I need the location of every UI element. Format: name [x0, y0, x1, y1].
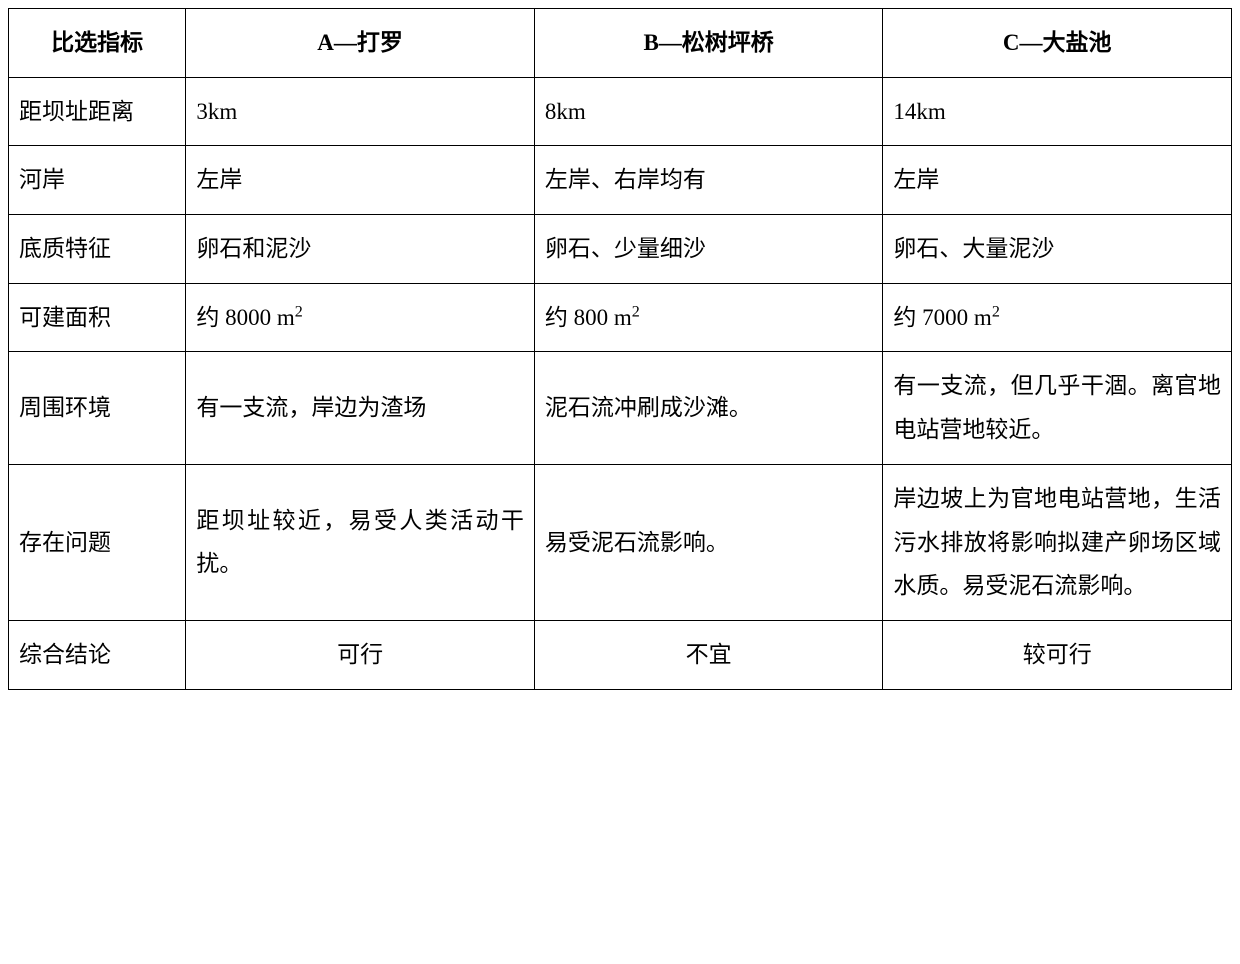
cell-distance-a: 3km [186, 77, 535, 146]
table-header-row: 比选指标 A—打罗 B—松树坪桥 C—大盐池 [9, 9, 1232, 78]
row-label-environment: 周围环境 [9, 352, 186, 464]
cell-area-c: 约 7000 m2 [883, 283, 1232, 352]
cell-bank-a: 左岸 [186, 146, 535, 215]
row-label-distance: 距坝址距离 [9, 77, 186, 146]
cell-bank-b: 左岸、右岸均有 [534, 146, 883, 215]
table-row: 综合结论 可行 不宜 较可行 [9, 620, 1232, 689]
row-label-conclusion: 综合结论 [9, 620, 186, 689]
cell-conclusion-c: 较可行 [883, 620, 1232, 689]
table-row: 河岸 左岸 左岸、右岸均有 左岸 [9, 146, 1232, 215]
table-row: 周围环境 有一支流，岸边为渣场 泥石流冲刷成沙滩。 有一支流，但几乎干涸。离官地… [9, 352, 1232, 464]
header-option-a: A—打罗 [186, 9, 535, 78]
table-row: 可建面积 约 8000 m2 约 800 m2 约 7000 m2 [9, 283, 1232, 352]
cell-area-a: 约 8000 m2 [186, 283, 535, 352]
cell-conclusion-b: 不宜 [534, 620, 883, 689]
area-b-sup: 2 [632, 303, 640, 320]
area-c-sup: 2 [992, 303, 1000, 320]
comparison-table: 比选指标 A—打罗 B—松树坪桥 C—大盐池 距坝址距离 3km 8km 14k… [8, 8, 1232, 690]
header-option-c: C—大盐池 [883, 9, 1232, 78]
header-indicator: 比选指标 [9, 9, 186, 78]
header-option-b: B—松树坪桥 [534, 9, 883, 78]
cell-distance-c: 14km [883, 77, 1232, 146]
table-row: 存在问题 距坝址较近，易受人类活动干扰。 易受泥石流影响。 岸边坡上为官地电站营… [9, 464, 1232, 620]
cell-bank-c: 左岸 [883, 146, 1232, 215]
cell-problems-b: 易受泥石流影响。 [534, 464, 883, 620]
table-row: 底质特征 卵石和泥沙 卵石、少量细沙 卵石、大量泥沙 [9, 215, 1232, 284]
area-c-value: 约 7000 m [893, 305, 991, 330]
row-label-problems: 存在问题 [9, 464, 186, 620]
cell-substrate-c: 卵石、大量泥沙 [883, 215, 1232, 284]
cell-distance-b: 8km [534, 77, 883, 146]
cell-environment-c: 有一支流，但几乎干涸。离官地电站营地较近。 [883, 352, 1232, 464]
row-label-area: 可建面积 [9, 283, 186, 352]
area-a-value: 约 8000 m [196, 305, 294, 330]
cell-problems-c: 岸边坡上为官地电站营地，生活污水排放将影响拟建产卵场区域水质。易受泥石流影响。 [883, 464, 1232, 620]
cell-environment-b: 泥石流冲刷成沙滩。 [534, 352, 883, 464]
cell-substrate-b: 卵石、少量细沙 [534, 215, 883, 284]
area-a-sup: 2 [295, 303, 303, 320]
cell-problems-a: 距坝址较近，易受人类活动干扰。 [186, 464, 535, 620]
table-row: 距坝址距离 3km 8km 14km [9, 77, 1232, 146]
cell-area-b: 约 800 m2 [534, 283, 883, 352]
cell-conclusion-a: 可行 [186, 620, 535, 689]
area-b-value: 约 800 m [545, 305, 632, 330]
row-label-substrate: 底质特征 [9, 215, 186, 284]
row-label-bank: 河岸 [9, 146, 186, 215]
cell-environment-a: 有一支流，岸边为渣场 [186, 352, 535, 464]
cell-substrate-a: 卵石和泥沙 [186, 215, 535, 284]
